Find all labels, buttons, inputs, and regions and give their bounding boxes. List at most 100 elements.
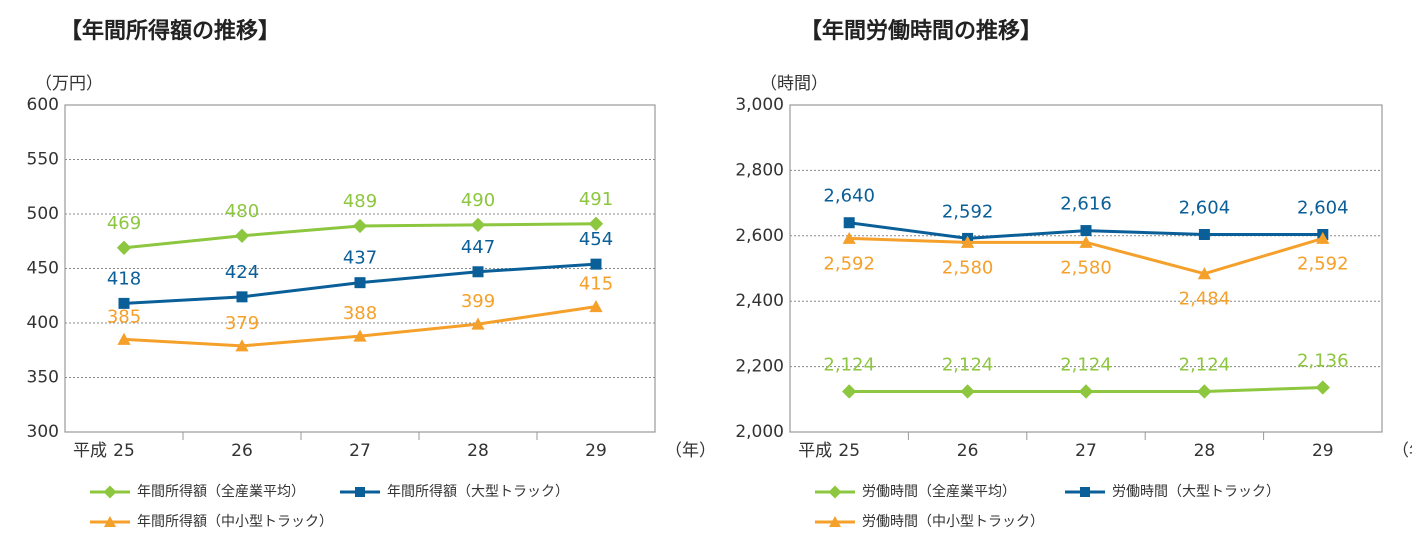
marker bbox=[1197, 384, 1212, 399]
marker bbox=[118, 297, 130, 309]
marker bbox=[354, 277, 366, 289]
y-tick-label: 600 bbox=[27, 95, 59, 115]
data-label: 489 bbox=[343, 191, 377, 212]
chart-title: 【年間労働時間の推移】 bbox=[800, 18, 1042, 44]
legend-label: 労働時間（中小型トラック） bbox=[862, 514, 1044, 530]
legend-label: 年間所得額（中小型トラック） bbox=[137, 513, 333, 530]
marker bbox=[470, 217, 486, 233]
y-tick-label: 350 bbox=[27, 368, 59, 388]
marker bbox=[236, 291, 248, 303]
data-label: 385 bbox=[107, 306, 141, 327]
marker bbox=[1197, 267, 1211, 280]
marker bbox=[829, 516, 841, 527]
data-label: 437 bbox=[343, 248, 377, 269]
data-label: 480 bbox=[225, 201, 259, 222]
chart-title: 【年間所得額の推移】 bbox=[60, 18, 280, 44]
data-label: 2,580 bbox=[942, 257, 994, 278]
plot-frame bbox=[789, 104, 1383, 433]
data-label: 399 bbox=[461, 291, 495, 312]
data-label: 2,604 bbox=[1179, 197, 1231, 218]
x-tick-label: 28 bbox=[1194, 441, 1216, 461]
data-label: 447 bbox=[461, 237, 495, 258]
y-tick-label: 2,200 bbox=[735, 357, 784, 377]
data-label: 2,616 bbox=[1060, 194, 1112, 215]
x-tick-label: 25 bbox=[838, 441, 860, 461]
x-tick-label: 28 bbox=[467, 441, 489, 461]
legend-label: 年間所得額（全産業平均） bbox=[137, 483, 305, 500]
data-label: 2,592 bbox=[823, 253, 875, 274]
x-tick-label: 25 bbox=[113, 441, 135, 461]
x-tick-label: 26 bbox=[231, 441, 253, 461]
y-tick-label: 2,600 bbox=[735, 226, 784, 246]
plot-frame bbox=[64, 104, 656, 433]
marker bbox=[104, 516, 116, 527]
data-label: 491 bbox=[579, 189, 613, 210]
legend-label: 労働時間（全産業平均） bbox=[862, 483, 1016, 500]
y-tick-label: 2,800 bbox=[735, 160, 784, 180]
data-label: 424 bbox=[225, 262, 259, 283]
data-label: 2,124 bbox=[823, 354, 875, 375]
x-tick-label: 29 bbox=[1312, 441, 1334, 461]
marker bbox=[472, 266, 484, 278]
data-label: 2,604 bbox=[1297, 197, 1349, 218]
marker bbox=[828, 485, 842, 499]
data-label: 2,580 bbox=[1060, 257, 1112, 278]
era-label: 平成 bbox=[73, 441, 107, 461]
marker bbox=[590, 258, 602, 270]
marker bbox=[843, 217, 855, 229]
y-tick-label: 300 bbox=[27, 422, 59, 442]
data-label: 2,136 bbox=[1297, 351, 1349, 372]
legend-label: 年間所得額（大型トラック） bbox=[387, 483, 569, 500]
y-tick-label: 550 bbox=[27, 150, 59, 170]
marker bbox=[1316, 231, 1330, 244]
data-label: 379 bbox=[225, 313, 259, 334]
marker bbox=[842, 384, 857, 399]
x-tick-label: 27 bbox=[349, 441, 371, 461]
y-tick-label: 400 bbox=[27, 313, 59, 333]
data-label: 2,124 bbox=[1179, 354, 1231, 375]
y-tick-label: 3,000 bbox=[735, 95, 784, 115]
marker bbox=[589, 300, 603, 313]
marker bbox=[1080, 225, 1092, 237]
marker bbox=[116, 240, 132, 255]
marker bbox=[960, 384, 975, 399]
data-label: 2,124 bbox=[1060, 354, 1112, 375]
data-label: 490 bbox=[461, 190, 495, 211]
x-tick-label: 29 bbox=[585, 441, 607, 461]
data-label: 415 bbox=[579, 274, 613, 295]
x-unit: （年） bbox=[665, 441, 716, 461]
marker bbox=[353, 329, 367, 342]
marker bbox=[355, 487, 365, 497]
era-label: 平成 bbox=[798, 441, 832, 461]
x-tick-label: 26 bbox=[957, 441, 979, 461]
marker bbox=[1079, 235, 1093, 248]
y-tick-label: 500 bbox=[27, 204, 59, 224]
marker bbox=[1078, 384, 1094, 399]
y-unit: （万円） bbox=[35, 74, 103, 94]
marker bbox=[117, 332, 131, 345]
marker bbox=[1315, 380, 1330, 395]
x-unit: （年） bbox=[1392, 441, 1412, 461]
marker bbox=[588, 216, 604, 231]
data-label: 454 bbox=[579, 229, 613, 250]
data-label: 418 bbox=[107, 268, 141, 289]
marker bbox=[235, 339, 249, 352]
y-tick-label: 2,400 bbox=[735, 291, 784, 311]
x-tick-label: 27 bbox=[1075, 441, 1097, 461]
legend-label: 労働時間（大型トラック） bbox=[1112, 484, 1280, 500]
data-label: 2,640 bbox=[823, 186, 875, 207]
data-label: 2,592 bbox=[942, 201, 994, 222]
marker bbox=[103, 485, 117, 499]
data-label: 469 bbox=[107, 213, 141, 234]
data-label: 388 bbox=[343, 303, 377, 324]
marker bbox=[234, 228, 250, 243]
y-unit: （時間） bbox=[760, 74, 828, 94]
marker bbox=[1198, 228, 1210, 240]
marker bbox=[1080, 487, 1090, 497]
y-tick-label: 450 bbox=[27, 259, 59, 279]
marker bbox=[842, 231, 856, 244]
data-label: 2,484 bbox=[1179, 289, 1231, 310]
marker bbox=[352, 218, 368, 234]
marker bbox=[961, 235, 975, 248]
